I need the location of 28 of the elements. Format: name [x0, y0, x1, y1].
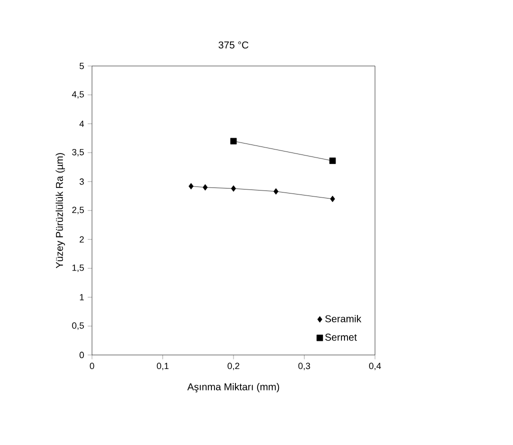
y-tick-label: 3,5	[72, 148, 84, 156]
chart-title: 375 °C	[218, 41, 248, 48]
x-tick-label: 0	[90, 362, 94, 370]
point	[188, 183, 194, 190]
point	[230, 138, 237, 144]
x-tick-label: 0,2	[228, 362, 240, 370]
point	[274, 188, 278, 195]
point	[202, 184, 208, 191]
y-tick-label: 3	[80, 178, 84, 185]
y-axis-title: Yüzey Pürüzlülük Ra (µm)	[56, 153, 65, 268]
point	[329, 158, 336, 164]
point	[330, 196, 336, 202]
y-tick-label: 1	[80, 294, 84, 300]
y-tick-label: 0	[80, 352, 84, 358]
x-axis-title: Aşınma Miktarı (mm)	[187, 383, 280, 392]
x-tick-label: 0,3	[298, 362, 310, 370]
x-tick-label: 0,1	[156, 362, 169, 370]
y-tick-label: 2	[80, 236, 84, 243]
y-tick-label: 2,5	[72, 206, 84, 214]
x-tick-label: 0,4	[369, 362, 381, 370]
y-tick-label: 0,5	[72, 322, 84, 330]
y-tick-label: 4,5	[72, 91, 84, 99]
y-tick-label: 4	[79, 120, 84, 127]
legend-label: Sermet	[325, 334, 357, 341]
y-tick-label: 1,5	[72, 264, 84, 272]
point	[231, 185, 236, 192]
y-tick-label: 5	[80, 62, 84, 70]
legend-label: Seramik	[325, 314, 362, 322]
